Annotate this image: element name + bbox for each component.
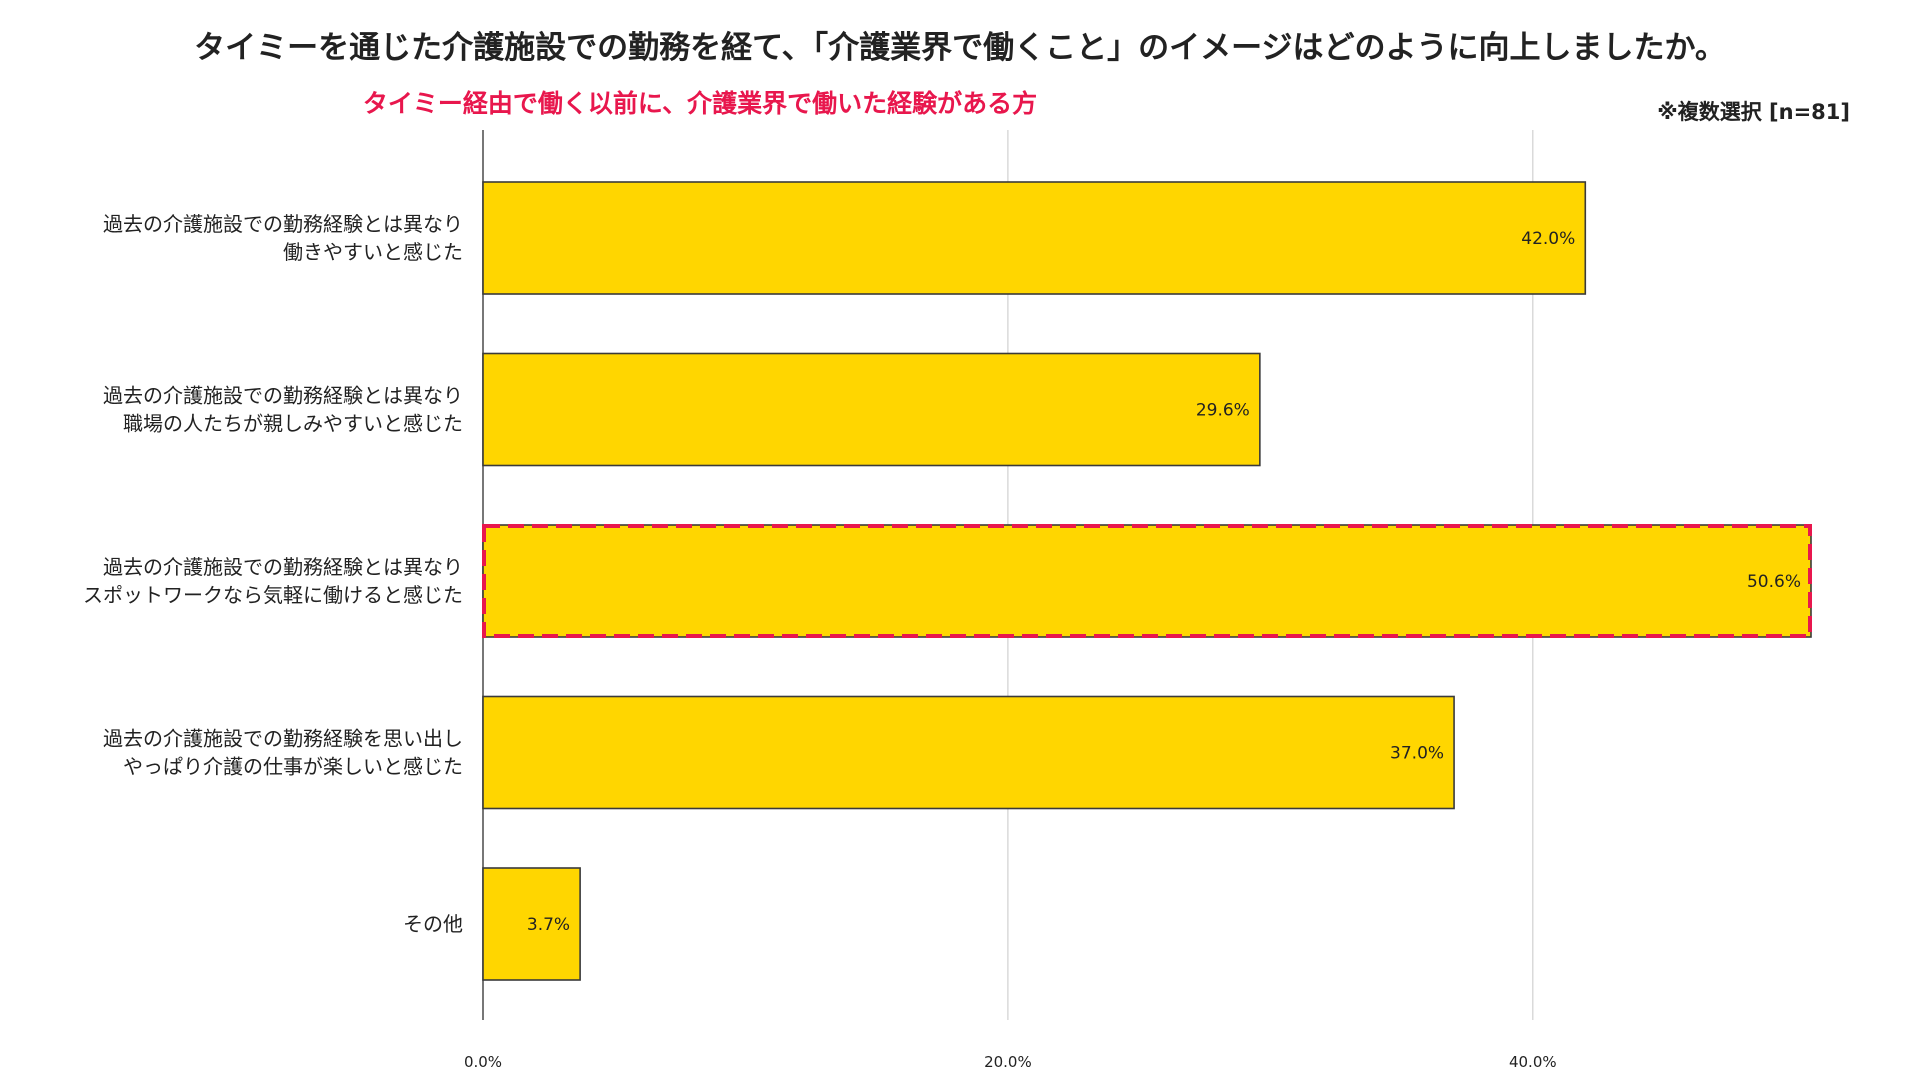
x-tick-label: 20.0%	[984, 1053, 1032, 1071]
category-label: 過去の介護施設での勤務経験を思い出し	[103, 727, 463, 751]
labels: 0.0% 20.0% 40.0%42.0%過去の介護施設での勤務経験とは異なり働きや…	[83, 212, 1801, 1071]
highlight-outline	[482, 524, 1812, 638]
data-label: 50.6%	[1747, 572, 1801, 592]
chart-subtitle: タイミー経由で働く以前に、介護業界で働いた経験がある方	[362, 89, 1038, 118]
data-label: 3.7%	[527, 915, 570, 935]
category-label: その他	[403, 912, 463, 936]
bars	[482, 181, 1812, 981]
sample-note: ※複数選択 [n=81]	[1657, 100, 1850, 124]
data-label: 42.0%	[1521, 229, 1575, 249]
category-label: スポットワークなら気軽に働けると感じた	[83, 583, 463, 607]
category-label: 過去の介護施設での勤務経験とは異なり	[103, 384, 463, 408]
data-label: 37.0%	[1390, 744, 1444, 764]
category-label: やっぱり介護の仕事が楽しいと感じた	[123, 755, 463, 779]
data-label: 29.6%	[1196, 401, 1250, 421]
x-tick-label: 0.0%	[464, 1053, 502, 1071]
category-label: 過去の介護施設での勤務経験とは異なり	[103, 555, 463, 579]
category-label: 働きやすいと感じた	[283, 240, 463, 264]
bar	[482, 181, 1587, 295]
chart-title: タイミーを通じた介護施設での勤務を経て、「介護業界で働くこと」のイメージはどのよ…	[194, 30, 1726, 66]
bar	[482, 867, 581, 981]
category-label: 職場の人たちが親しみやすいと感じた	[123, 412, 463, 436]
bar	[482, 695, 1455, 810]
bar	[482, 524, 1812, 638]
x-tick-label: 40.0%	[1509, 1053, 1557, 1071]
category-label: 過去の介護施設での勤務経験とは異なり	[103, 212, 463, 236]
bar	[482, 352, 1261, 467]
